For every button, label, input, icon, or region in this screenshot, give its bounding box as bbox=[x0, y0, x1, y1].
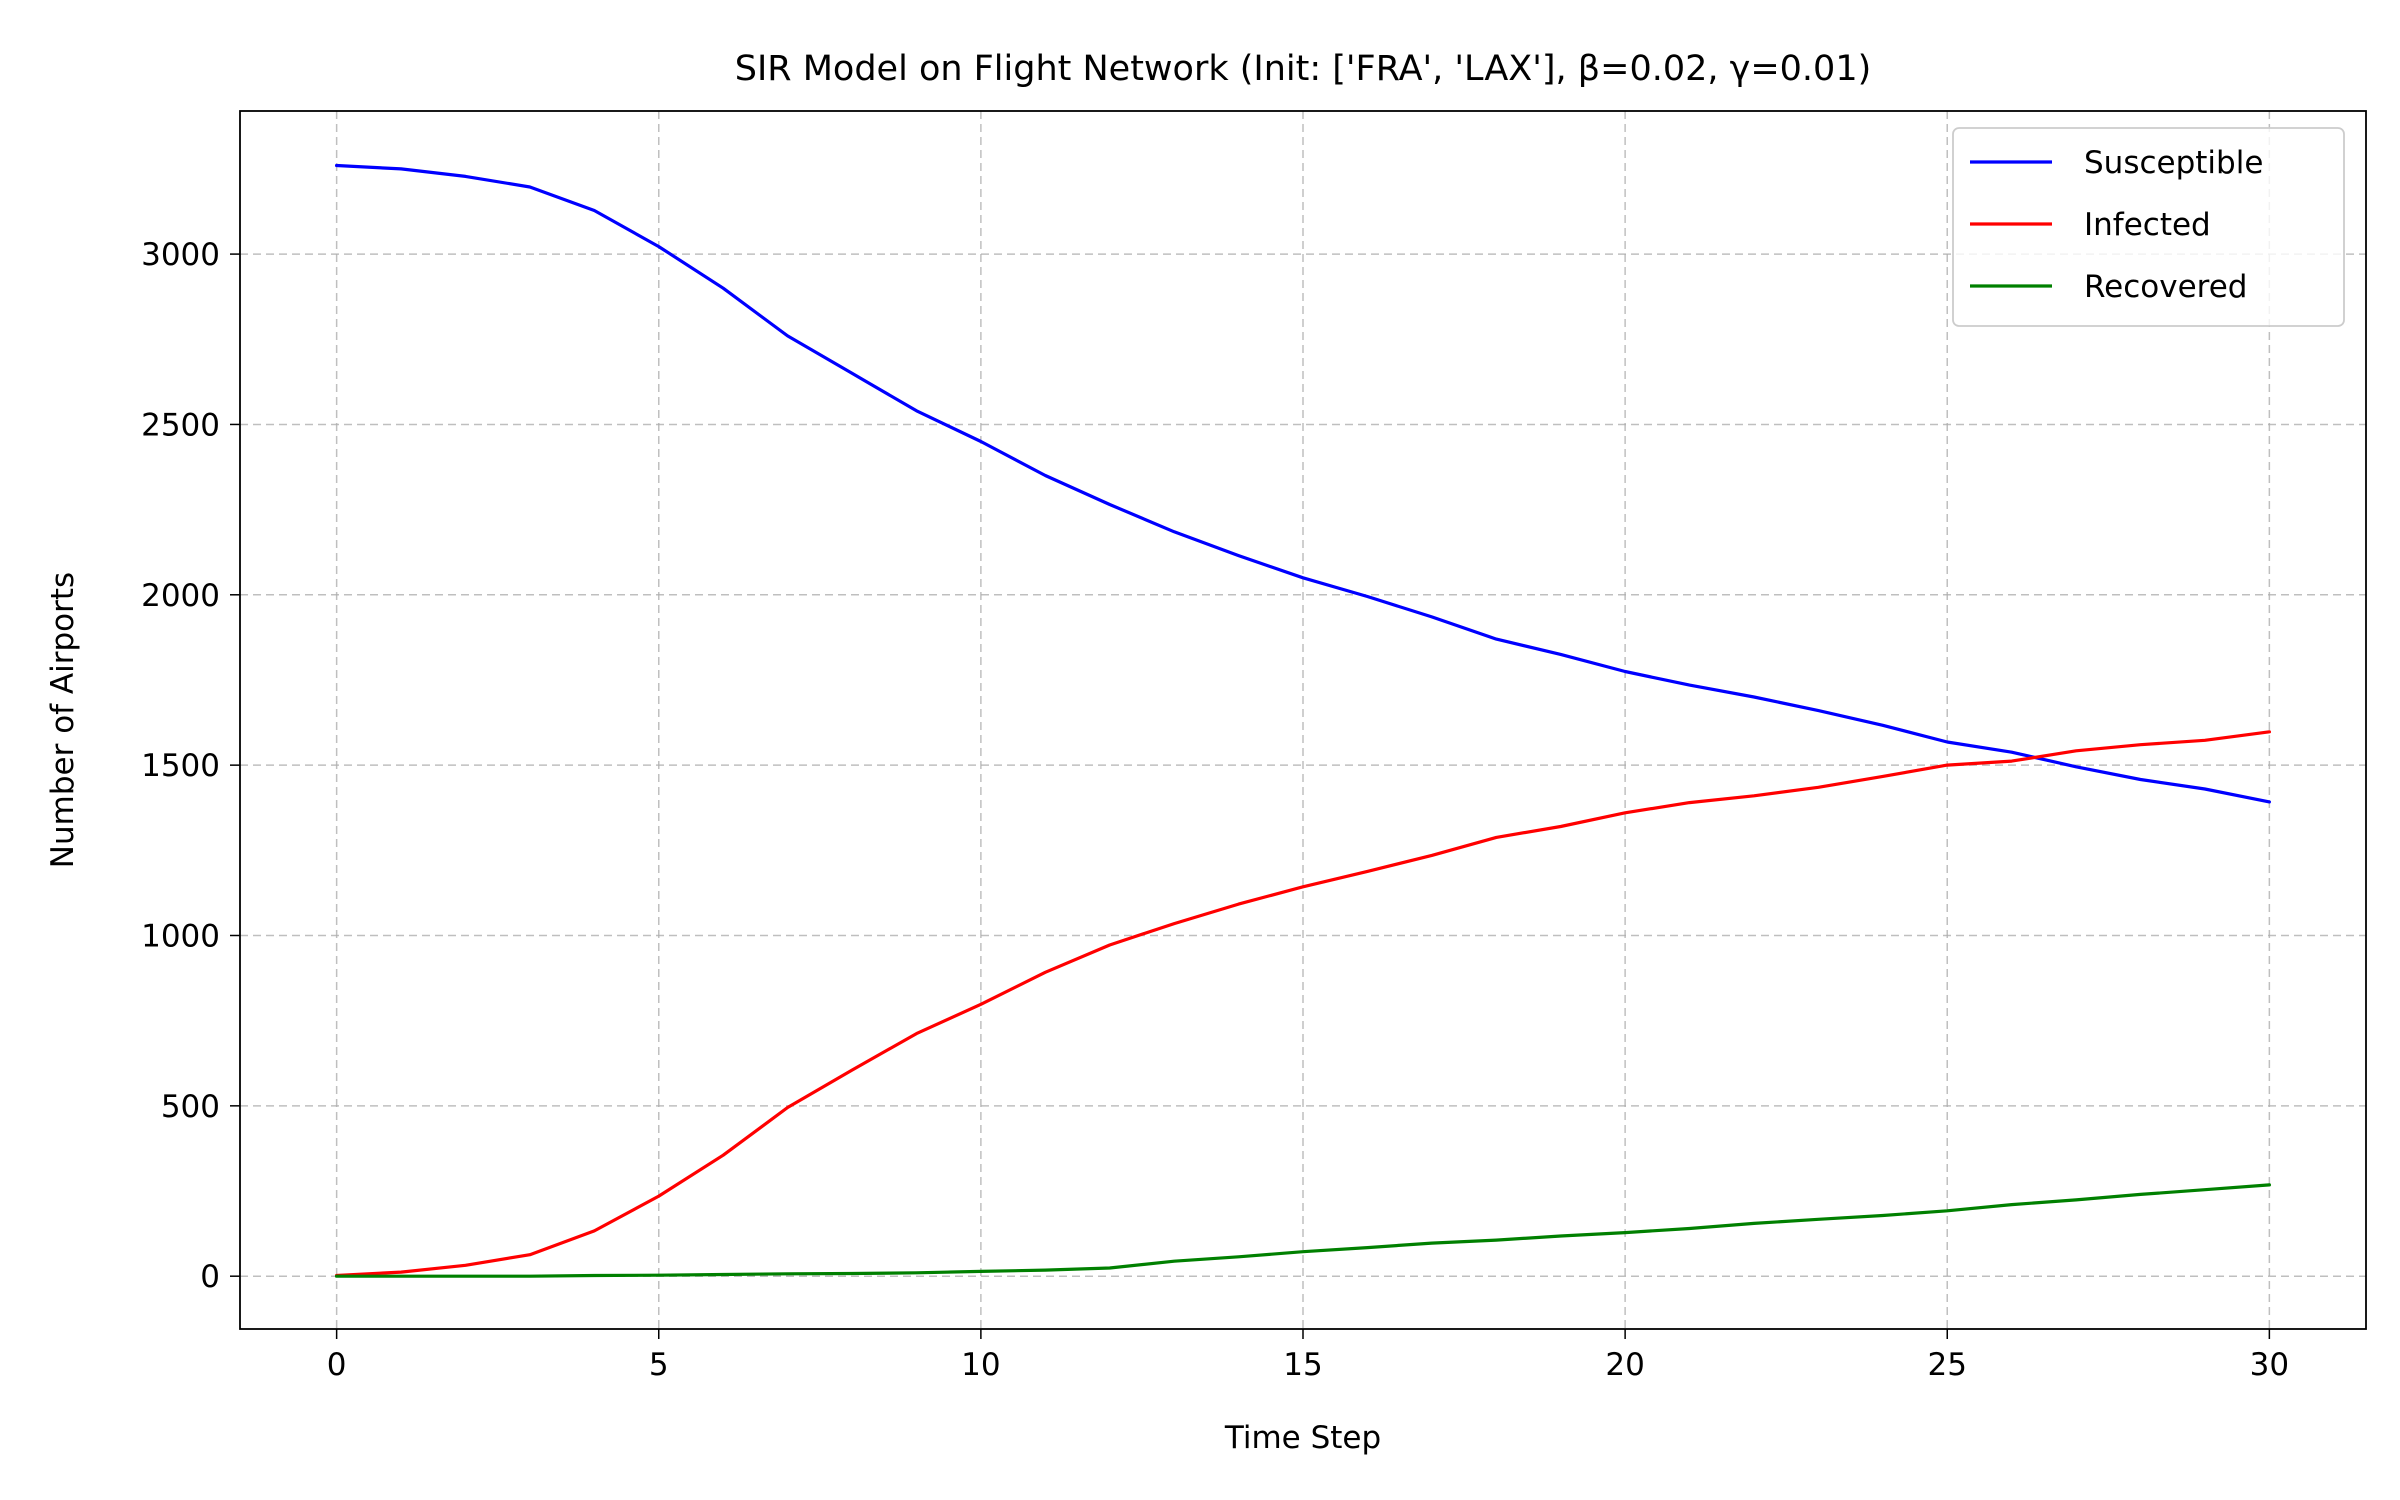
legend-box bbox=[1952, 127, 2345, 327]
y-tick-label: 3000 bbox=[141, 237, 220, 273]
legend-label-susceptible: Susceptible bbox=[2084, 145, 2263, 181]
y-tick-label: 0 bbox=[200, 1259, 220, 1295]
x-tick-label: 20 bbox=[1605, 1347, 1644, 1383]
x-axis-label: Time Step bbox=[1224, 1420, 1381, 1456]
x-tick-label: 25 bbox=[1928, 1347, 1967, 1383]
y-tick-label: 2500 bbox=[141, 407, 220, 443]
x-tick-label: 30 bbox=[2250, 1347, 2289, 1383]
series-lines bbox=[335, 163, 2271, 1278]
x-tick-label: 5 bbox=[649, 1347, 669, 1383]
x-axis-ticks: 0 5 10 15 20 25 30 bbox=[327, 1329, 2289, 1383]
x-tick-label: 0 bbox=[327, 1347, 347, 1383]
legend-label-recovered: Recovered bbox=[2084, 269, 2247, 305]
y-tick-label: 500 bbox=[161, 1089, 220, 1125]
grid-lines bbox=[240, 111, 2366, 1329]
series-line-susceptible bbox=[335, 163, 2271, 804]
y-tick-label: 2000 bbox=[141, 578, 220, 614]
legend: Susceptible Infected Recovered bbox=[1952, 127, 2345, 327]
y-tick-label: 1000 bbox=[141, 918, 220, 954]
x-tick-label: 15 bbox=[1283, 1347, 1322, 1383]
y-axis-ticks: 0 500 1000 1500 2000 2500 3000 bbox=[141, 237, 240, 1295]
y-axis-label: Number of Airports bbox=[45, 572, 81, 868]
chart-title: SIR Model on Flight Network (Init: ['FRA… bbox=[735, 49, 1872, 89]
x-tick-label: 10 bbox=[961, 1347, 1000, 1383]
legend-label-infected: Infected bbox=[2084, 207, 2211, 243]
y-tick-label: 1500 bbox=[141, 748, 220, 784]
series-line-recovered bbox=[335, 1183, 2271, 1278]
series-line-infected bbox=[335, 730, 2271, 1278]
